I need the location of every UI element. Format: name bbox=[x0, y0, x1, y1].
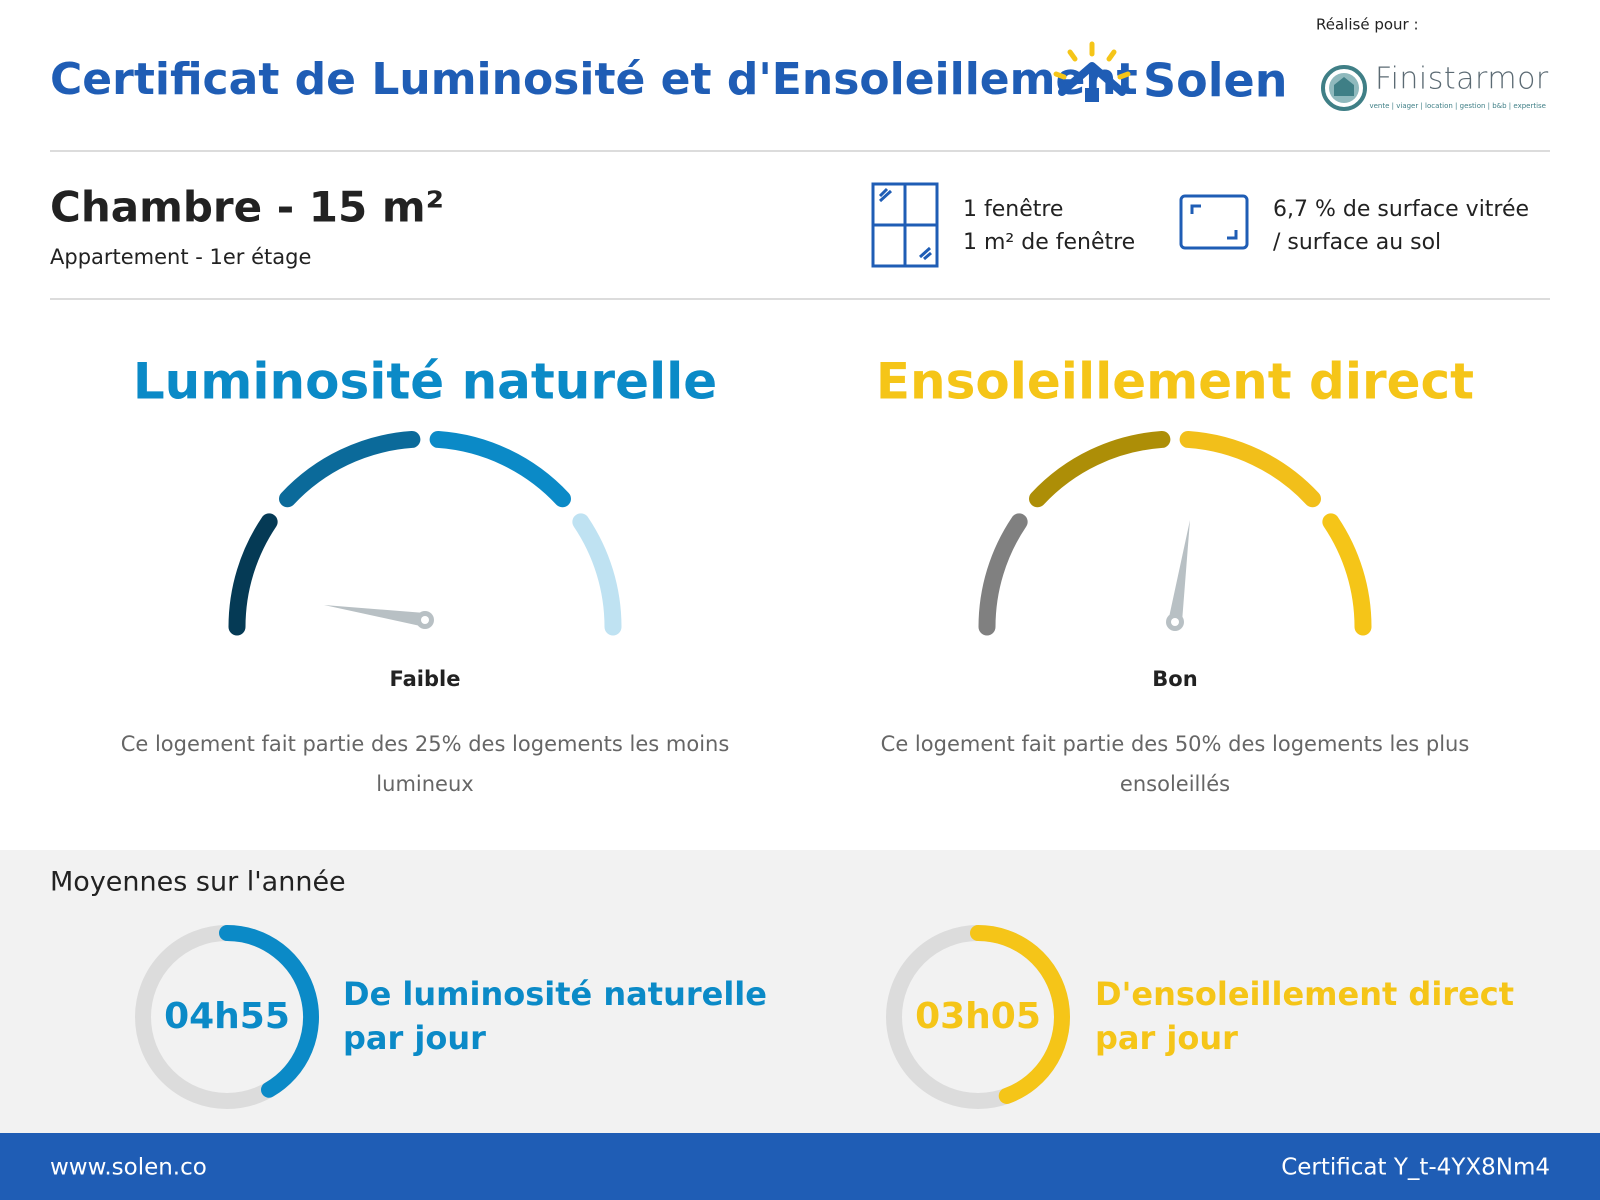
gauge-segment bbox=[978, 513, 1028, 636]
made-for: Réalisé pour : bbox=[1316, 16, 1419, 34]
window-count: 1 fenêtre bbox=[963, 197, 1063, 222]
gauge-segment bbox=[1179, 430, 1321, 508]
client-logo-icon bbox=[1321, 65, 1367, 111]
gauge-description: Ce logement fait partie des 25% des loge… bbox=[121, 732, 730, 756]
client-tagline: vente | viager | location | gestion | b&… bbox=[1369, 102, 1546, 110]
donut-arc bbox=[970, 925, 1070, 1104]
gauge-segment bbox=[279, 430, 421, 508]
average-label: De luminosité naturelle bbox=[343, 975, 767, 1013]
gauge-needle bbox=[1166, 520, 1190, 631]
title: Certificat de Luminosité et d'Ensoleille… bbox=[50, 54, 1138, 105]
client-name: Finistarmor bbox=[1375, 62, 1549, 97]
solen-logo-icon bbox=[1053, 41, 1131, 102]
averages-title: Moyennes sur l'année bbox=[50, 867, 346, 898]
gauge-level: Faible bbox=[390, 667, 461, 691]
footer bbox=[0, 1133, 1600, 1200]
surface-icon bbox=[1179, 194, 1249, 250]
gauge-segment bbox=[429, 430, 571, 508]
gauge-segment bbox=[1322, 513, 1372, 636]
donuts bbox=[135, 925, 1070, 1109]
donut-arc bbox=[219, 925, 319, 1098]
average-label: D'ensoleillement direct bbox=[1095, 975, 1514, 1013]
gauge-segment bbox=[572, 513, 622, 636]
brand: Solen bbox=[1143, 54, 1287, 108]
footer-certificate: Certificat Y_t-4YX8Nm4 bbox=[1281, 1155, 1550, 1181]
gauge-segment bbox=[228, 513, 278, 636]
gauge-title: Luminosité naturelle bbox=[133, 353, 717, 411]
gauge-needle bbox=[324, 605, 434, 629]
glazing-ratio: 6,7 % de surface vitrée bbox=[1273, 197, 1529, 222]
gauge-description: ensoleillés bbox=[1120, 772, 1230, 796]
room-subtitle: Appartement - 1er étage bbox=[50, 245, 311, 269]
average-label: par jour bbox=[343, 1019, 486, 1057]
window-area: 1 m² de fenêtre bbox=[963, 230, 1135, 255]
gauge-segment bbox=[1029, 430, 1171, 508]
gauge-level: Bon bbox=[1152, 667, 1197, 691]
gauge-title: Ensoleillement direct bbox=[876, 353, 1474, 411]
gauge-description: lumineux bbox=[376, 772, 473, 796]
average-value: 04h55 bbox=[164, 996, 290, 1037]
gauge-arcs bbox=[228, 430, 1372, 636]
glazing-ratio-suffix: / surface au sol bbox=[1273, 230, 1441, 255]
room-title: Chambre - 15 m² bbox=[50, 183, 444, 232]
gauge-description: Ce logement fait partie des 50% des loge… bbox=[881, 732, 1470, 756]
footer-website[interactable]: www.solen.co bbox=[50, 1155, 207, 1181]
window-icon bbox=[871, 182, 939, 268]
average-label: par jour bbox=[1095, 1019, 1238, 1057]
average-value: 03h05 bbox=[915, 996, 1041, 1037]
